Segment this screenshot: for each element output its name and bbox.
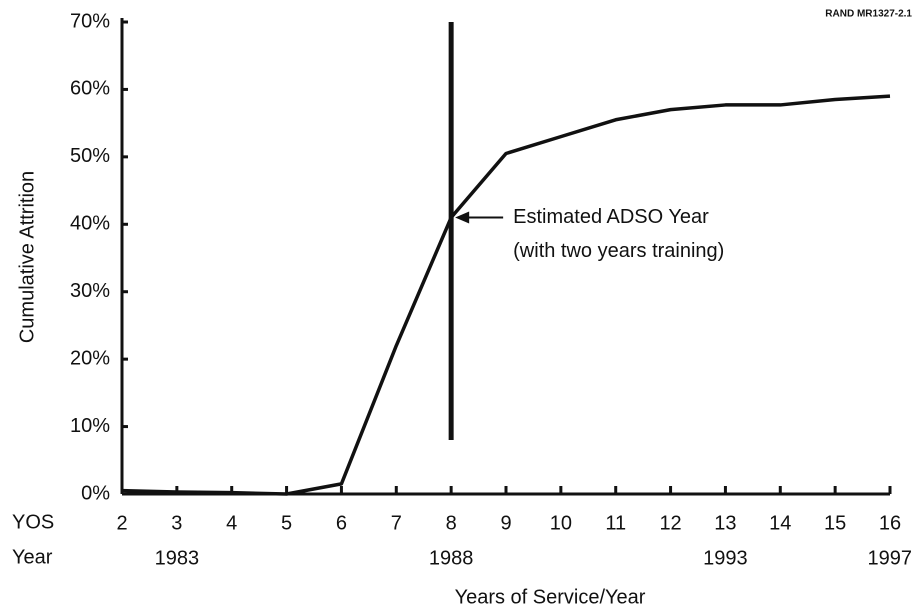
x-tick-label: 11 [605,512,626,534]
source-note: RAND MR1327-2.1 [825,9,912,20]
x-tick-label: 10 [550,512,572,534]
x-tick-label: 2 [116,512,127,534]
annotation-text: Estimated ADSO Year [513,206,709,228]
annotation-text: (with two years training) [513,240,724,262]
y-tick-label: 50% [70,145,110,167]
y-tick-label: 60% [70,78,110,100]
year-tick-label: 1988 [429,547,474,569]
x-tick-label: 7 [391,512,402,534]
x-tick-label: 12 [659,512,681,534]
x-tick-label: 8 [446,512,457,534]
x-tick-label: 14 [769,512,791,534]
y-tick-label: 20% [70,347,110,369]
x-tick-label: 13 [714,512,736,534]
y-tick-label: 0% [81,482,110,504]
x-tick-label: 9 [500,512,511,534]
x-tick-label: 16 [879,512,901,534]
x-axis-label: Years of Service/Year [455,586,646,608]
year-row-label: Year [12,546,53,568]
x-tick-label: 15 [824,512,846,534]
yos-row-label: YOS [12,511,54,533]
x-tick-label: 6 [336,512,347,534]
data-line [121,94,891,496]
y-tick-label: 70% [70,10,110,32]
x-tick-label: 3 [171,512,182,534]
y-axis-label: Cumulative Attrition [16,171,38,343]
y-tick-label: 10% [70,415,110,437]
x-tick-label: 4 [226,512,237,534]
y-tick-label: 30% [70,280,110,302]
x-tick-label: 5 [281,512,292,534]
year-tick-label: 1993 [703,547,748,569]
year-tick-label: 1983 [155,547,200,569]
y-tick-label: 40% [70,213,110,235]
annotation-arrowhead [455,211,470,224]
year-tick-label: 1997 [868,547,913,569]
